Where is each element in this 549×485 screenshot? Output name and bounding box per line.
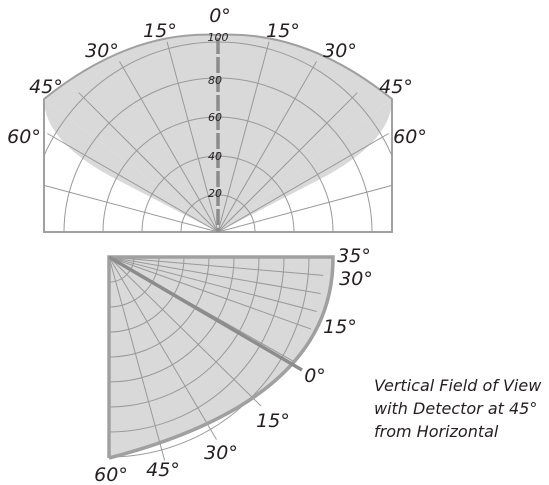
horizontal-angle-lines	[43, 41, 393, 233]
angle-ray	[166, 41, 219, 233]
angle-ray	[78, 92, 219, 233]
vertical-angle-ray	[108, 256, 317, 313]
angle-label-0: 0°	[304, 365, 326, 387]
angle-label-15: 15°	[323, 316, 357, 338]
angle-ray	[217, 61, 317, 233]
angle-ray	[217, 92, 358, 233]
angle-label-lower-45: 45°	[146, 459, 180, 481]
angle-ray	[119, 61, 219, 233]
caption-line-2: with Detector at 45°	[374, 399, 538, 418]
angle-ray	[217, 41, 270, 233]
angle-label-left-45: 45°	[29, 76, 63, 98]
angle-label-lower-15: 15°	[256, 410, 290, 432]
angle-label-35: 35°	[337, 245, 371, 267]
vertical-angle-ray	[108, 256, 217, 440]
range-label-100: 100	[208, 31, 229, 44]
angle-ray	[43, 184, 219, 233]
angle-ray	[217, 133, 389, 233]
vertical-angle-ray	[108, 256, 324, 276]
angle-label-right-15: 15°	[266, 20, 300, 42]
vertical-range-arc-3	[108, 256, 185, 333]
vertical-range-arc-2	[108, 256, 160, 308]
vertical-angle-ray	[108, 256, 312, 330]
range-label-20: 20	[208, 187, 222, 200]
horizontal-frame	[43, 33, 393, 233]
diagram-caption: Vertical Field of View with Detector at …	[374, 374, 541, 443]
detector-axis	[108, 255, 303, 372]
angle-label-lower-30: 30°	[204, 442, 238, 464]
vertical-range-arc-6	[108, 256, 260, 408]
vertical-frame	[107, 255, 335, 460]
vertical-angle-ray	[108, 256, 262, 407]
range-label-40: 40	[208, 150, 222, 163]
angle-label-lower-60: 60°	[94, 464, 128, 485]
vertical-range-arc-4	[108, 256, 210, 358]
vertical-angle-ray	[108, 256, 321, 295]
angle-ray	[217, 184, 393, 233]
horizontal-coverage-area	[44, 99, 392, 232]
angle-label-left-30: 30°	[85, 40, 119, 62]
vertical-field-of-view	[107, 255, 335, 461]
vertical-angle-ray	[108, 256, 166, 461]
range-label-80: 80	[208, 74, 222, 87]
angle-label-30: 30°	[339, 268, 373, 290]
range-label-60: 60	[208, 111, 222, 124]
caption-line-1: Vertical Field of View	[374, 376, 542, 395]
angle-label-right-45: 45°	[379, 76, 413, 98]
angle-label-left-15: 15°	[143, 20, 177, 42]
horizontal-field-of-view	[43, 33, 393, 233]
angle-label-left-60: 60°	[7, 126, 41, 148]
angle-label-center-0: 0°	[209, 5, 231, 27]
angle-label-right-30: 30°	[323, 40, 357, 62]
caption-line-3: from Horizontal	[374, 422, 499, 441]
vertical-range-arcs	[108, 256, 310, 458]
vertical-range-arc-5	[108, 256, 235, 383]
vertical-range-arc-7	[108, 256, 285, 433]
angle-ray	[47, 133, 219, 233]
angle-label-right-60: 60°	[393, 126, 427, 148]
